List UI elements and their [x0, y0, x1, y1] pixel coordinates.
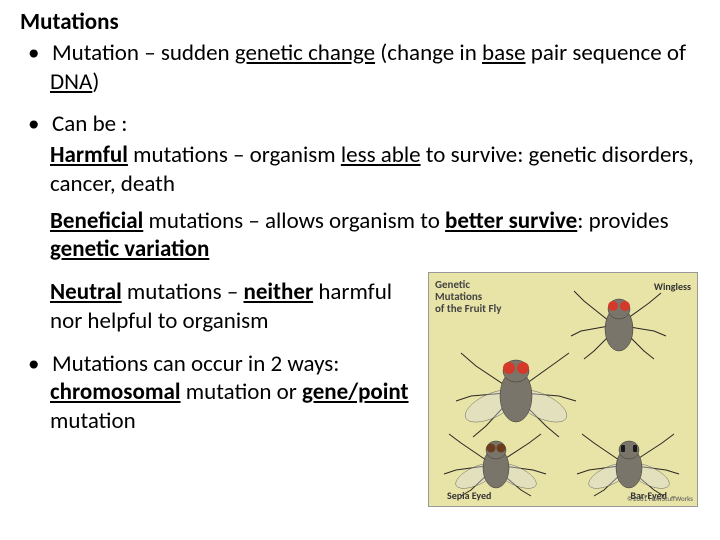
- bullet-definition: •Mutation – sudden genetic change (chang…: [20, 39, 700, 97]
- bullet-text: Mutations can occur in 2 ways: chromosom…: [50, 350, 409, 436]
- fly-bar-eyed: [574, 428, 684, 498]
- bullet-marker: •: [28, 110, 52, 139]
- bullet-marker: •: [28, 39, 52, 68]
- figure-copyright: ©2001 HowStuffWorks: [627, 495, 693, 504]
- page-title: Mutations: [20, 8, 700, 37]
- label-sepia: Sepia Eyed: [447, 490, 491, 503]
- neutral-line: Neutral mutations – neither harmful nor …: [20, 278, 420, 336]
- fly-sepia: [441, 428, 551, 498]
- bullet-text: Mutation – sudden genetic change (change…: [50, 39, 686, 96]
- fly-normal: [451, 341, 581, 441]
- figure-title: Genetic Mutations of the Fruit Fly: [435, 279, 501, 315]
- bullet-canbe: •Can be :: [20, 110, 700, 139]
- bullet-ways: •Mutations can occur in 2 ways: chromoso…: [20, 350, 420, 436]
- fruit-fly-figure: Genetic Mutations of the Fruit Fly: [428, 272, 698, 507]
- bullet-text: Can be :: [52, 110, 127, 138]
- beneficial-line: Beneficial mutations – allows organism t…: [20, 207, 700, 265]
- harmful-line: Harmful mutations – organism less able t…: [20, 141, 700, 199]
- two-column-region: Neutral mutations – neither harmful nor …: [20, 272, 700, 507]
- bullet-marker: •: [28, 350, 52, 379]
- label-wingless: Wingless: [654, 281, 691, 294]
